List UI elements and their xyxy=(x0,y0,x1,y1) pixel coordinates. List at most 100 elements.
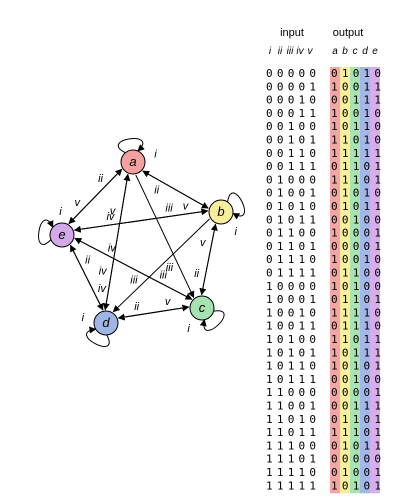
node-b: b xyxy=(208,199,234,225)
edge-label-a-c: iii xyxy=(166,262,174,274)
node-circle-b xyxy=(208,199,234,225)
table-row: 10110 10101 xyxy=(266,360,381,373)
node-c: c xyxy=(189,295,215,321)
edge-label-b-b: i xyxy=(235,226,238,238)
table-row: 11001 00111 xyxy=(266,400,381,413)
output-bits: 11101 xyxy=(331,426,381,439)
input-bits: 01100 xyxy=(266,227,316,240)
output-column-label-a: a xyxy=(332,46,338,57)
output-bits: 01011 xyxy=(331,200,381,213)
edge-e-d xyxy=(70,245,104,311)
input-bits: 00111 xyxy=(266,160,316,173)
output-band-c xyxy=(350,67,360,494)
table-row: 00100 10110 xyxy=(266,120,381,133)
node-label-a: a xyxy=(129,154,136,169)
output-bits: 10010 xyxy=(331,107,381,120)
node-e: e xyxy=(49,222,75,248)
self-loop-e xyxy=(38,219,54,246)
output-bits: 00100 xyxy=(331,213,381,226)
input-bits: 10001 xyxy=(266,293,316,306)
edge-label-b-c: ii xyxy=(194,268,199,280)
edge-c-b xyxy=(201,223,218,295)
input-bits: 10011 xyxy=(266,320,316,333)
input-column-label-i: i xyxy=(269,46,272,57)
node-circle-e xyxy=(49,222,75,248)
self-loop-d xyxy=(86,326,110,347)
nodes: a b c d e xyxy=(49,149,234,336)
node-circle-a xyxy=(120,149,146,175)
input-bits: 11100 xyxy=(266,439,316,452)
output-bits: 01011 xyxy=(331,439,381,452)
table-row: 01100 10001 xyxy=(266,227,381,240)
edge-e-c xyxy=(74,237,193,300)
node-d: d xyxy=(93,310,119,336)
edge-label-b-a: ii xyxy=(154,184,159,196)
edge-label-a-a: i xyxy=(154,149,157,161)
output-bits: 01100 xyxy=(331,267,381,280)
node-label-e: e xyxy=(58,227,65,242)
input-column-label-iii: iii xyxy=(287,46,294,57)
output-bits: 10001 xyxy=(331,227,381,240)
table-row: 01011 00100 xyxy=(266,213,381,226)
output-bits: 00001 xyxy=(331,386,381,399)
table-row: 00011 10010 xyxy=(266,107,381,120)
table-headers: input output i ii iii iv v a b c d e xyxy=(269,27,378,57)
edge-label-e-a: ii xyxy=(98,173,103,185)
table-row: 10111 00100 xyxy=(266,373,381,386)
input-bits: 01000 xyxy=(266,173,316,186)
input-bits: 11010 xyxy=(266,413,316,426)
output-bits: 01010 xyxy=(331,187,381,200)
table-row: 01101 00001 xyxy=(266,240,381,253)
output-column-label-e: e xyxy=(372,46,378,57)
input-bits: 11110 xyxy=(266,466,316,479)
edge-label-a-d: iv xyxy=(99,265,108,277)
input-bits: 00100 xyxy=(266,120,316,133)
output-bits: 10011 xyxy=(331,80,381,93)
node-label-b: b xyxy=(217,204,224,219)
output-bits: 01101 xyxy=(331,293,381,306)
edge-b-a xyxy=(142,170,209,209)
self-loop-c xyxy=(199,310,225,331)
output-bits: 00001 xyxy=(331,240,381,253)
input-bits: 00101 xyxy=(266,134,316,147)
edge-d-a xyxy=(104,173,131,310)
output-bits: 01101 xyxy=(331,160,381,173)
table-row: 01001 01010 xyxy=(266,187,381,200)
output-bits: 10110 xyxy=(331,120,381,133)
table-row: 10010 11110 xyxy=(266,306,381,319)
edge-e-b xyxy=(74,208,209,231)
table-row: 10100 11011 xyxy=(266,333,381,346)
input-column-label-v: v xyxy=(308,46,314,57)
output-bits: 01110 xyxy=(331,320,381,333)
output-bits: 01010 xyxy=(331,67,381,80)
edge-e-a xyxy=(68,168,123,224)
output-bits: 00100 xyxy=(331,373,381,386)
table-row: 00001 10011 xyxy=(266,80,381,93)
output-bits: 10101 xyxy=(331,479,381,492)
input-column-label-iv: iv xyxy=(296,46,304,57)
input-bits: 10111 xyxy=(266,373,316,386)
edge-label-c-e: iv xyxy=(108,242,117,254)
edge-label-b-e: iv xyxy=(106,211,115,223)
edge-label-d-e: ii xyxy=(85,254,90,266)
edge-label-a-b: v xyxy=(183,201,190,213)
self-loop-a xyxy=(117,138,145,154)
input-bits: 00110 xyxy=(266,147,316,160)
edge-label-b-d: iii xyxy=(130,274,138,286)
input-bits: 10010 xyxy=(266,306,316,319)
output-bits: 11011 xyxy=(331,333,381,346)
input-bits: 11001 xyxy=(266,400,316,413)
input-bits: 01111 xyxy=(266,267,316,280)
output-column-label-d: d xyxy=(362,46,368,57)
table-row: 00111 01101 xyxy=(266,160,381,173)
output-column-label-c: c xyxy=(353,46,358,57)
input-bits: 00000 xyxy=(266,67,316,80)
node-label-c: c xyxy=(199,300,206,315)
edge-b-d xyxy=(112,218,210,313)
output-bits: 11101 xyxy=(331,173,381,186)
self-loop-b xyxy=(227,192,245,220)
table-row: 01111 01100 xyxy=(266,267,381,280)
output-band-d xyxy=(360,67,370,494)
